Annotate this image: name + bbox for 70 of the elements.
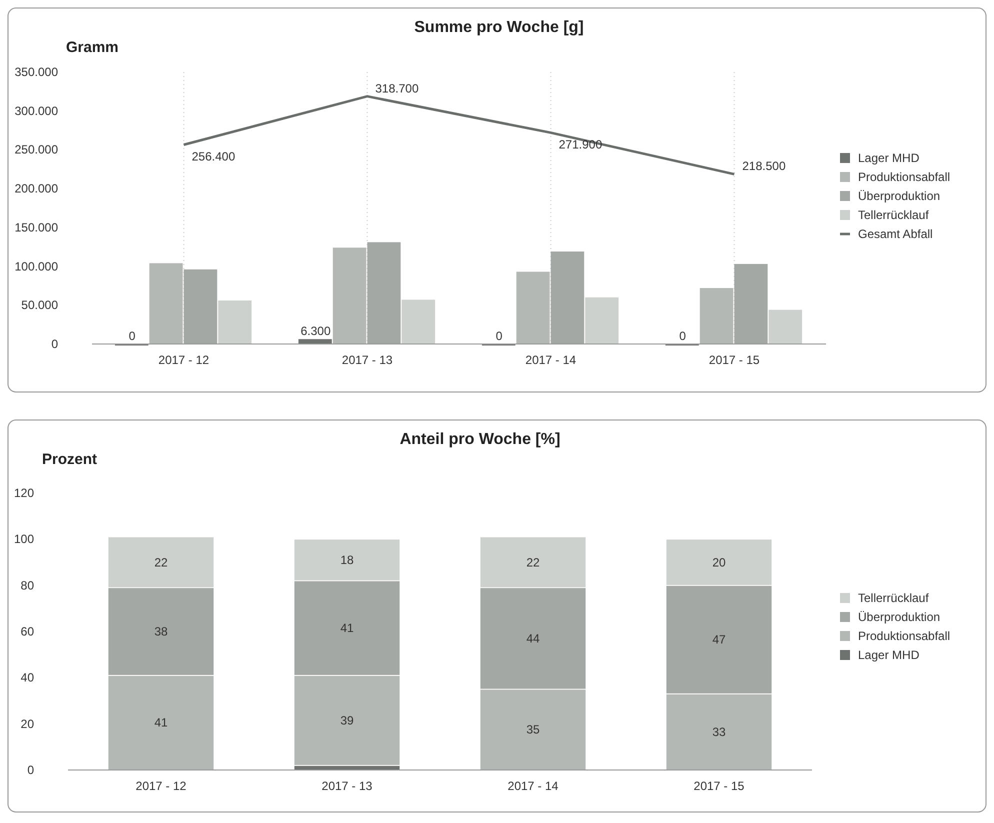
bar xyxy=(516,272,550,344)
x-tick-label: 2017 - 15 xyxy=(708,353,760,367)
y-tick-label: 20 xyxy=(20,716,34,731)
data-label: 35 xyxy=(526,722,540,737)
x-tick-label: 2017 - 14 xyxy=(508,779,559,793)
y-tick-label: 300.000 xyxy=(14,104,58,118)
bar xyxy=(367,242,401,344)
y-tick-label: 60 xyxy=(20,624,34,638)
data-label: 6.300 xyxy=(300,324,331,338)
y-axis-title: Prozent xyxy=(42,451,98,468)
y-tick-label: 0 xyxy=(51,337,58,351)
bar xyxy=(332,248,366,344)
data-label: 218.500 xyxy=(742,159,786,174)
data-label: 41 xyxy=(154,716,168,730)
data-label: 0 xyxy=(679,329,686,343)
y-tick-label: 350.000 xyxy=(14,65,58,79)
legend-label: Gesamt Abfall xyxy=(858,227,933,241)
data-label: 47 xyxy=(712,632,726,647)
y-tick-label: 200.000 xyxy=(14,182,58,196)
legend-label: Tellerrücklauf xyxy=(858,208,930,222)
x-tick-label: 2017 - 12 xyxy=(158,353,210,367)
data-label: 33 xyxy=(712,724,726,739)
y-tick-label: 250.000 xyxy=(14,142,58,157)
bar xyxy=(734,264,768,344)
data-label: 271.900 xyxy=(558,138,602,152)
legend-label: Überproduktion xyxy=(858,610,940,624)
bar xyxy=(298,339,332,344)
bar xyxy=(149,263,183,344)
legend-label: Produktionsabfall xyxy=(858,170,950,184)
data-label: 18 xyxy=(340,552,354,567)
data-label: 256.400 xyxy=(192,150,236,164)
data-label: 39 xyxy=(340,713,354,728)
x-tick-label: 2017 - 13 xyxy=(322,779,373,793)
y-tick-label: 120 xyxy=(14,486,34,500)
bar xyxy=(184,269,218,344)
bar xyxy=(585,297,619,344)
x-tick-label: 2017 - 14 xyxy=(525,353,576,367)
legend-label: Produktionsabfall xyxy=(858,629,950,643)
chart-title: Summe pro Woche [g] xyxy=(414,19,584,36)
data-label: 20 xyxy=(712,555,726,570)
y-tick-label: 50.000 xyxy=(21,298,58,312)
legend-label: Überproduktion xyxy=(858,189,940,203)
data-label: 22 xyxy=(526,555,540,570)
x-tick-label: 2017 - 12 xyxy=(136,779,187,793)
data-label: 44 xyxy=(526,631,540,646)
bar xyxy=(768,310,802,344)
y-axis-title: Gramm xyxy=(66,39,119,56)
data-label: 38 xyxy=(154,624,168,638)
y-tick-label: 150.000 xyxy=(14,220,58,234)
legend-label: Lager MHD xyxy=(858,648,920,662)
legend-label: Lager MHD xyxy=(858,151,920,165)
y-tick-label: 0 xyxy=(27,763,34,777)
bar xyxy=(402,300,436,344)
chart-title: Anteil pro Woche [%] xyxy=(400,431,560,448)
bar xyxy=(218,300,252,344)
bar xyxy=(700,288,734,344)
y-tick-label: 100 xyxy=(14,532,34,546)
bar xyxy=(550,252,584,344)
y-tick-label: 100.000 xyxy=(14,259,58,274)
y-tick-label: 80 xyxy=(20,578,34,592)
data-label: 41 xyxy=(340,621,354,636)
y-tick-label: 40 xyxy=(20,670,34,685)
line-series xyxy=(182,95,736,176)
data-label: 318.700 xyxy=(375,81,419,96)
data-label: 0 xyxy=(128,329,136,343)
x-tick-label: 2017 - 15 xyxy=(694,779,745,793)
data-label: 22 xyxy=(154,555,168,570)
x-tick-label: 2017 - 13 xyxy=(342,353,393,367)
data-label: 0 xyxy=(496,329,503,343)
legend-label: Tellerrücklauf xyxy=(858,591,930,605)
